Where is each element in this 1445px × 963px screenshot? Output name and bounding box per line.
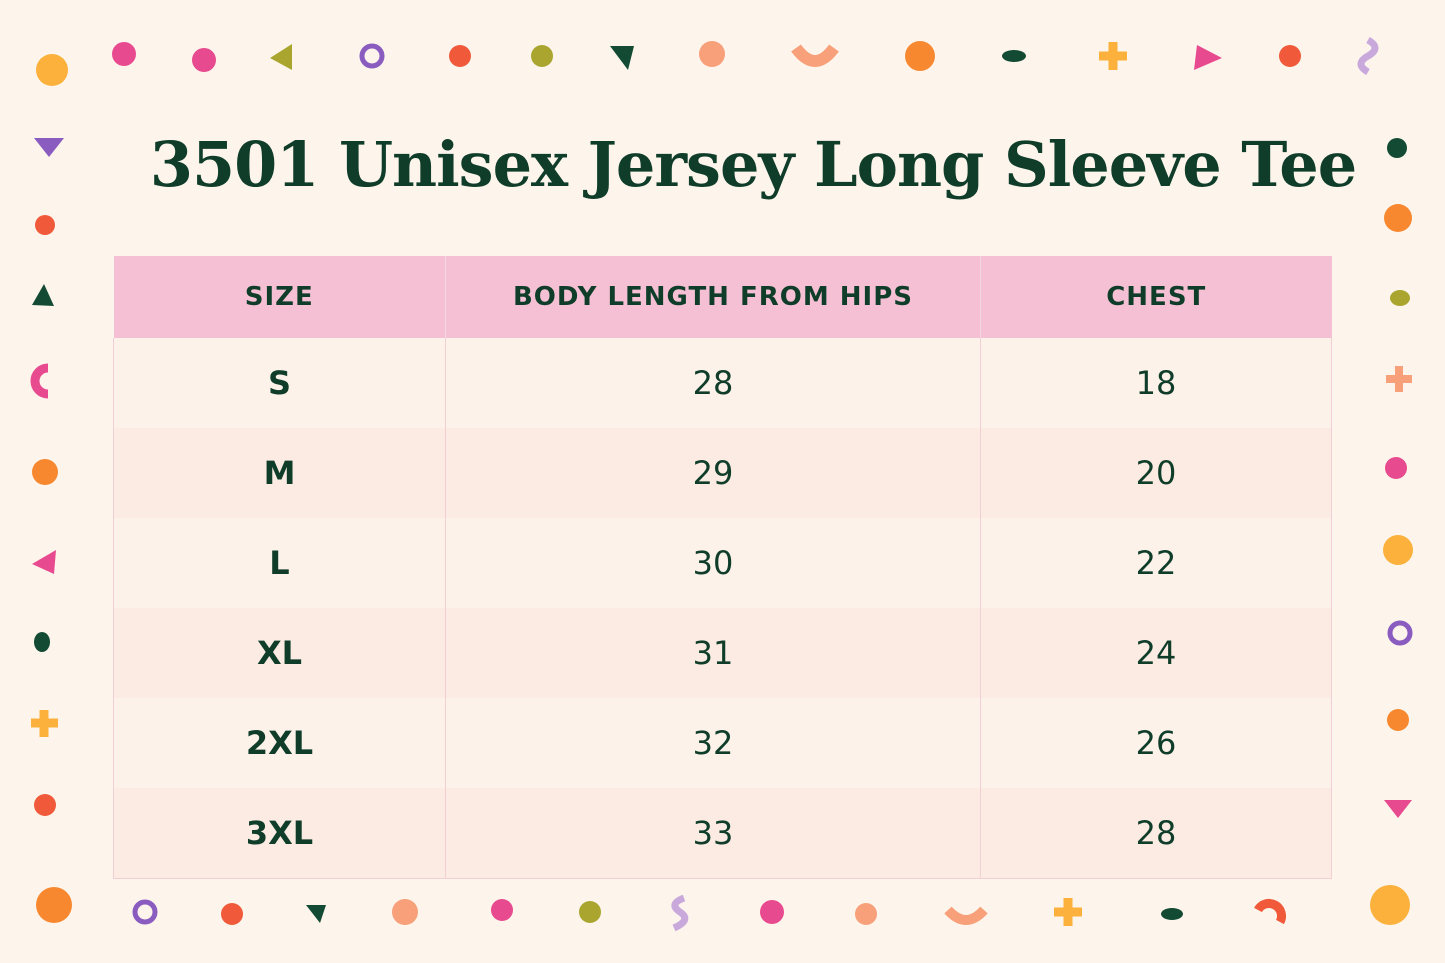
measure-cell: 31 (445, 608, 981, 698)
table-row: 3XL 33 28 (113, 788, 1332, 879)
measure-cell: 30 (445, 518, 981, 608)
measure-cell: 18 (980, 338, 1332, 428)
measure-cell: 26 (980, 698, 1332, 788)
title: 3501 Unisex Jersey Long Sleeve Tee (149, 128, 1357, 201)
size-cell: 2XL (113, 698, 446, 788)
measure-cell: 22 (980, 518, 1332, 608)
size-cell: L (113, 518, 446, 608)
measure-cell: 29 (445, 428, 981, 518)
measure-cell: 20 (980, 428, 1332, 518)
size-table: SIZE BODY LENGTH FROM HIPS CHEST S 28 18 M 29 2… (113, 256, 1332, 879)
table-row: XL 31 24 (113, 608, 1332, 698)
table-row: 2XL 32 26 (113, 698, 1332, 788)
measure-cell: 28 (980, 788, 1332, 879)
size-cell: M (113, 428, 446, 518)
column-header: BODY LENGTH FROM HIPS (445, 256, 981, 338)
measure-cell: 32 (445, 698, 981, 788)
measure-cell: 28 (445, 338, 981, 428)
measure-cell: 33 (445, 788, 981, 879)
column-header: CHEST (980, 256, 1332, 338)
size-cell: S (113, 338, 446, 428)
table-row: L 30 22 (113, 518, 1332, 608)
table-body: S 28 18 M 29 20 L 30 22 XL 31 24 2XL 32 26 3XL 33 28 (113, 338, 1332, 879)
table-row: S 28 18 (113, 338, 1332, 428)
header-row: SIZE BODY LENGTH FROM HIPS CHEST (113, 256, 1332, 338)
size-cell: 3XL (113, 788, 446, 879)
confetti (30, 36, 1413, 932)
table-header: SIZE BODY LENGTH FROM HIPS CHEST (113, 256, 1332, 338)
column-header: SIZE (113, 256, 446, 338)
size-cell: XL (113, 608, 446, 698)
table-row: M 29 20 (113, 428, 1332, 518)
measure-cell: 24 (980, 608, 1332, 698)
